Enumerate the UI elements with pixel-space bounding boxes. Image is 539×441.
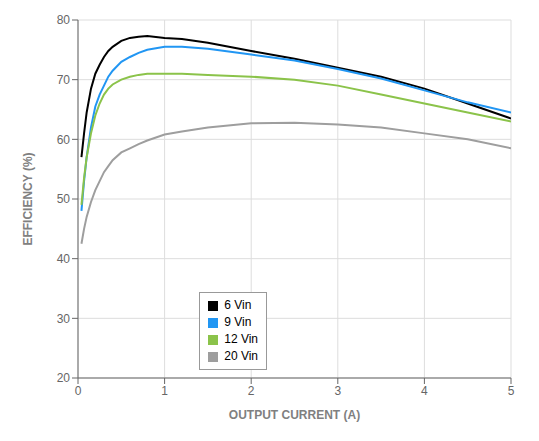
svg-text:4: 4 bbox=[421, 384, 428, 398]
html-text:6 Vin: 6 Vin bbox=[224, 298, 252, 312]
svg-text:60: 60 bbox=[57, 133, 71, 147]
svg-text:30: 30 bbox=[57, 312, 71, 326]
html-text:20 Vin: 20 Vin bbox=[224, 349, 258, 363]
svg-text:50: 50 bbox=[57, 192, 71, 206]
svg-text:OUTPUT CURRENT (A): OUTPUT CURRENT (A) bbox=[229, 408, 360, 422]
svg-text:70: 70 bbox=[57, 73, 71, 87]
svg-text:1: 1 bbox=[161, 384, 168, 398]
svg-text:5: 5 bbox=[508, 384, 515, 398]
html-text:12 Vin: 12 Vin bbox=[224, 332, 258, 346]
svg-text:80: 80 bbox=[57, 13, 71, 27]
svg-text:3: 3 bbox=[334, 384, 341, 398]
svg-text:EFFICIENCY (%): EFFICIENCY (%) bbox=[21, 152, 35, 245]
svg-text:40: 40 bbox=[57, 252, 71, 266]
svg-text:2: 2 bbox=[248, 384, 255, 398]
svg-text:0: 0 bbox=[75, 384, 82, 398]
svg-text:20: 20 bbox=[57, 371, 71, 385]
html-text:9 Vin: 9 Vin bbox=[224, 315, 252, 329]
